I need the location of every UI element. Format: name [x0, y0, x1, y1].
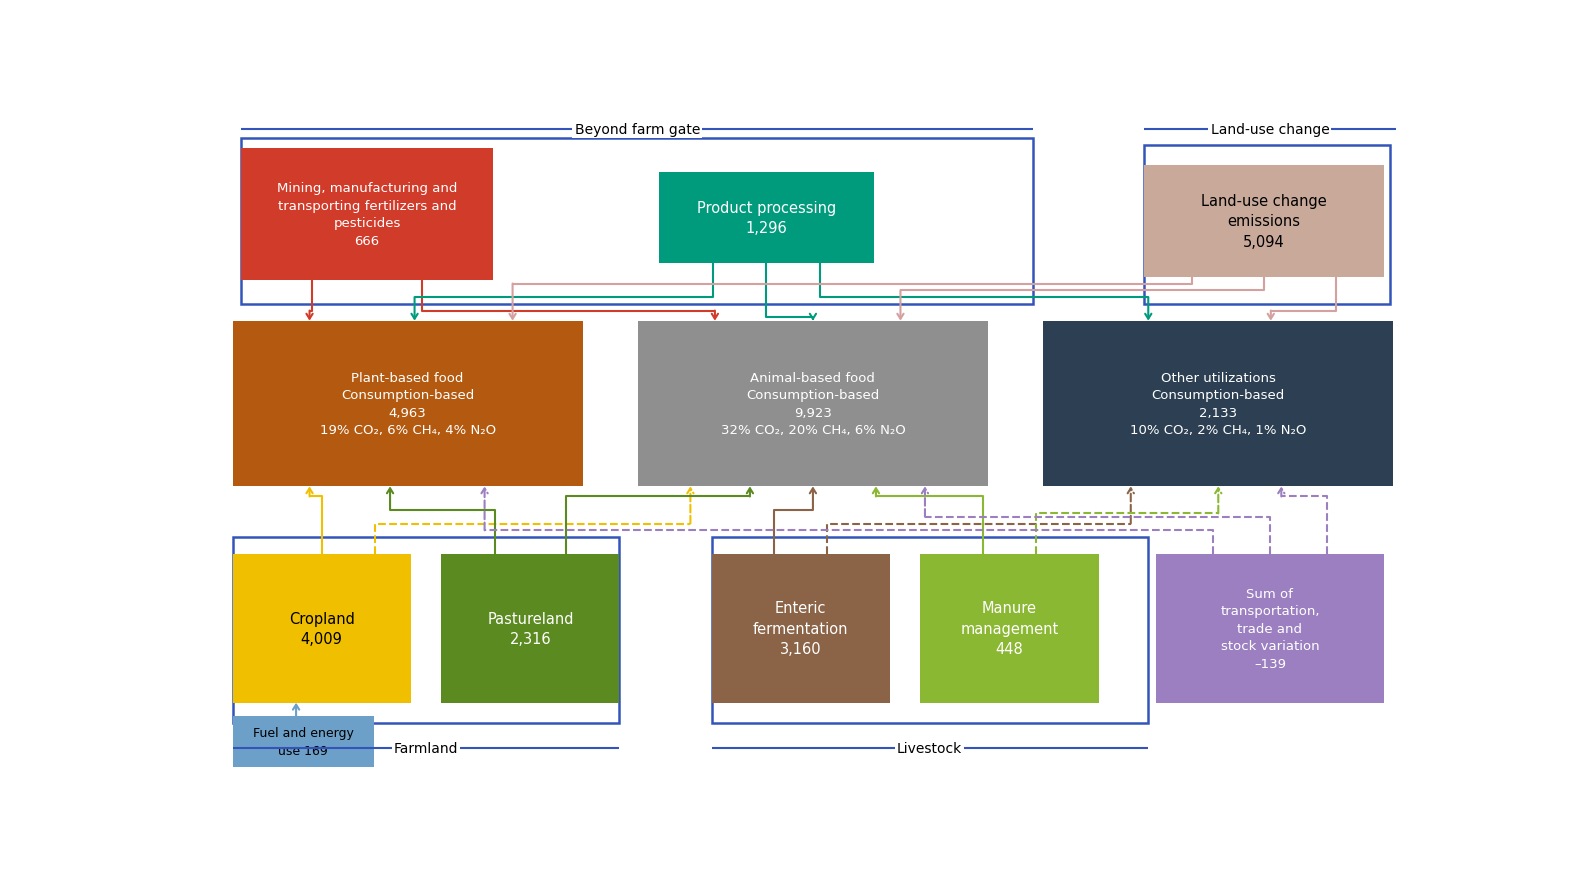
Bar	[637, 321, 987, 487]
Text: Animal-based food
Consumption-based
9,923
32% CO₂, 20% CH₄, 6% N₂O: Animal-based food Consumption-based 9,92…	[721, 371, 905, 437]
Bar	[233, 554, 411, 702]
Bar	[233, 717, 374, 767]
Text: Fuel and energy
use 169: Fuel and energy use 169	[252, 726, 353, 757]
Bar	[921, 554, 1098, 702]
Text: Pastureland
2,316: Pastureland 2,316	[487, 611, 574, 646]
Bar	[241, 139, 1033, 304]
Text: Livestock: Livestock	[897, 741, 962, 755]
Bar	[241, 149, 493, 281]
Bar	[1157, 554, 1384, 702]
Bar	[1144, 146, 1390, 304]
Text: Mining, manufacturing and
transporting fertilizers and
pesticides
666: Mining, manufacturing and transporting f…	[277, 182, 456, 247]
Text: Enteric
fermentation
3,160: Enteric fermentation 3,160	[753, 601, 848, 657]
Bar	[441, 554, 620, 702]
Text: Cropland
4,009: Cropland 4,009	[288, 611, 355, 646]
Bar	[659, 173, 873, 264]
Bar	[712, 554, 889, 702]
Text: Plant-based food
Consumption-based
4,963
19% CO₂, 6% CH₄, 4% N₂O: Plant-based food Consumption-based 4,963…	[320, 371, 496, 437]
Text: Sum of
transportation,
trade and
stock variation
–139: Sum of transportation, trade and stock v…	[1220, 587, 1320, 670]
Text: Farmland: Farmland	[393, 741, 458, 755]
Bar	[233, 321, 583, 487]
Text: Other utilizations
Consumption-based
2,133
10% CO₂, 2% CH₄, 1% N₂O: Other utilizations Consumption-based 2,1…	[1130, 371, 1306, 437]
Bar	[233, 538, 620, 724]
Text: Land-use change: Land-use change	[1211, 124, 1330, 137]
Bar	[1043, 321, 1393, 487]
Text: Beyond farm gate: Beyond farm gate	[575, 124, 701, 137]
Text: Manure
management
448: Manure management 448	[961, 601, 1059, 657]
Bar	[712, 538, 1148, 724]
Bar	[1144, 166, 1384, 277]
Text: Land-use change
emissions
5,094: Land-use change emissions 5,094	[1201, 194, 1327, 250]
Text: Product processing
1,296: Product processing 1,296	[697, 201, 835, 236]
